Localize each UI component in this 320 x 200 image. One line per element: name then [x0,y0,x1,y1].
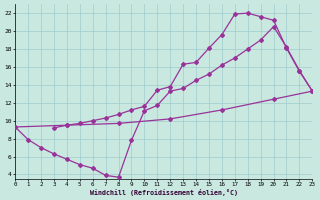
X-axis label: Windchill (Refroidissement éolien,°C): Windchill (Refroidissement éolien,°C) [90,189,238,196]
